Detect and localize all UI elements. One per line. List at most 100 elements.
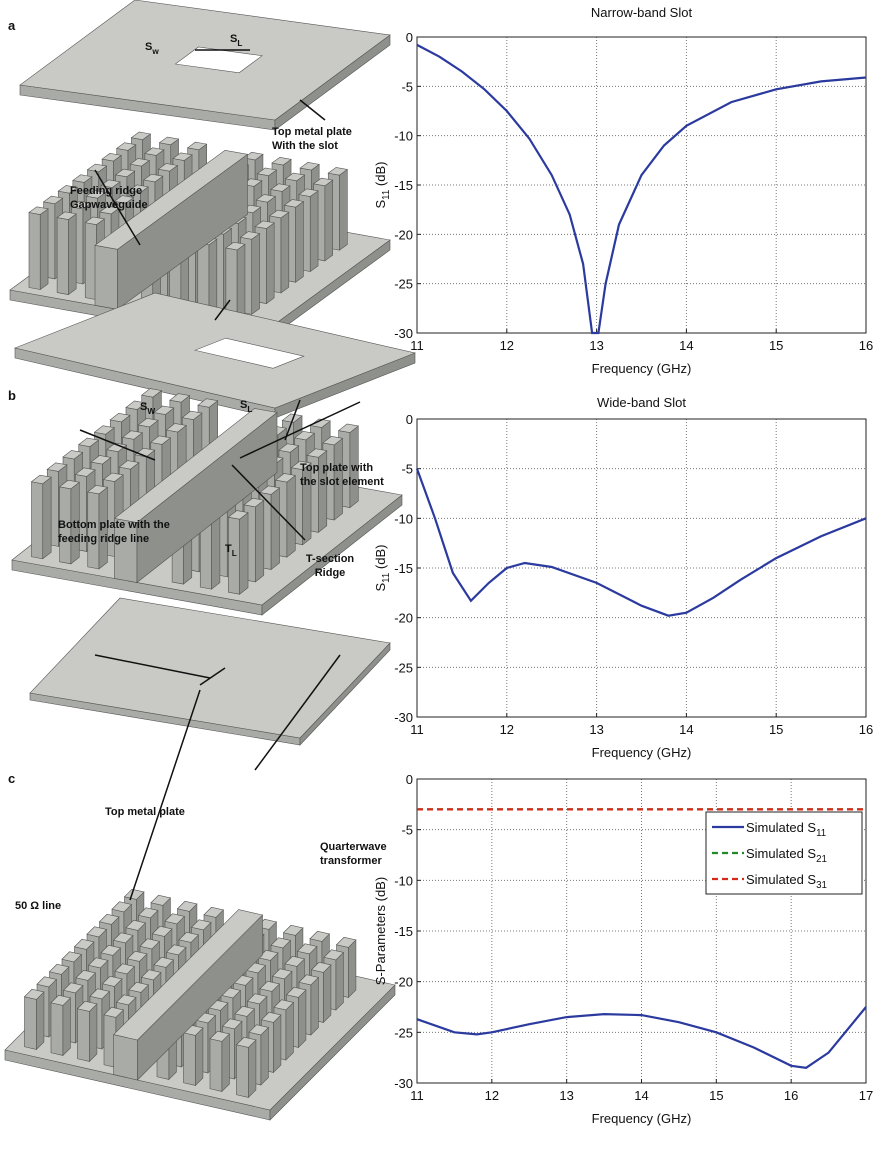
pin [225, 241, 246, 251]
pin [87, 484, 109, 495]
annotation: Top metal plate [272, 126, 352, 138]
x-tick-label: 13 [589, 722, 603, 737]
annotation: Feeding ridge [70, 185, 142, 197]
pin [125, 400, 147, 410]
pin [112, 932, 134, 944]
panel-label: b [8, 388, 16, 403]
pin [31, 481, 44, 560]
pin [165, 423, 187, 433]
pin [103, 1006, 125, 1018]
pin [46, 462, 68, 472]
pin [84, 216, 106, 225]
pin [114, 963, 136, 975]
y-tick-label: 0 [406, 772, 413, 787]
series-line [416, 1006, 867, 1069]
pin [294, 430, 316, 441]
pin [126, 950, 148, 962]
pin [101, 975, 123, 987]
pin [176, 900, 198, 912]
pin [150, 894, 172, 906]
subscript: L [232, 549, 237, 558]
text-part: T [225, 543, 232, 555]
pin [143, 173, 164, 183]
pin [273, 1014, 282, 1074]
x-tick-label: 15 [769, 722, 783, 737]
pin [109, 412, 131, 423]
x-axis-label: Frequency (GHz) [592, 745, 692, 760]
x-tick-label: 11 [410, 338, 424, 353]
x-tick-label: 13 [559, 1088, 573, 1103]
pin [57, 185, 79, 194]
subscript: 11 [381, 573, 392, 583]
pin [239, 511, 249, 595]
chart-title: Narrow-band Slot [591, 5, 693, 20]
pin [260, 1026, 269, 1086]
y-tick-label: -30 [394, 1076, 413, 1091]
y-tick-label: -30 [394, 326, 413, 341]
ridge [113, 909, 264, 1041]
pin [100, 944, 122, 956]
pin [203, 906, 225, 918]
pin [298, 989, 307, 1049]
legend-label: Simulated S11 [746, 820, 826, 839]
x-tick-label: 16 [859, 722, 873, 737]
y-tick-label: -10 [394, 511, 413, 526]
pin [324, 179, 333, 262]
pin [309, 190, 319, 273]
pin [309, 930, 331, 942]
text-part: S [373, 582, 388, 591]
ridge [113, 408, 278, 523]
ridge [113, 1034, 138, 1081]
pin [172, 152, 193, 161]
pin [153, 956, 175, 968]
y-tick-label: -15 [394, 561, 413, 576]
y-tick-label: -25 [394, 277, 413, 292]
pin [271, 156, 292, 166]
pin [221, 1033, 230, 1093]
text-part: S [373, 199, 388, 208]
pin [76, 1000, 98, 1012]
pin [106, 442, 128, 453]
pin [68, 213, 77, 296]
pin [61, 951, 83, 963]
pin [295, 200, 304, 283]
pin [164, 913, 186, 925]
pin [139, 938, 161, 950]
dimension-label: TL [225, 543, 237, 558]
y-tick-label: -15 [394, 178, 413, 193]
pin [181, 410, 203, 420]
pin [327, 167, 349, 176]
pin [36, 976, 58, 988]
y-axis-label: S-Parameters (dB) [373, 877, 388, 985]
pin [42, 476, 52, 560]
pin [125, 919, 147, 931]
pin [62, 982, 84, 994]
subscript: w [151, 47, 159, 56]
pin [165, 944, 187, 956]
pin [28, 212, 41, 290]
text-part: Simulated S [746, 846, 816, 861]
pin [348, 939, 357, 999]
plot-area [416, 418, 867, 718]
pin [93, 425, 115, 435]
pin [153, 405, 175, 415]
pin [56, 217, 69, 295]
plot-border [416, 778, 867, 1084]
pin [137, 907, 159, 919]
pin [130, 131, 152, 141]
pin [72, 174, 93, 183]
pin [259, 485, 281, 495]
pin [298, 188, 319, 197]
pin [337, 423, 359, 433]
x-axis-label: Frequency (GHz) [592, 1111, 692, 1126]
pin [100, 179, 121, 188]
annotation: Top plate with [300, 462, 373, 474]
pin [190, 919, 212, 931]
pin [281, 413, 303, 423]
pin [90, 455, 112, 465]
plot-border [416, 36, 867, 334]
pin [274, 473, 296, 483]
pin [257, 949, 279, 961]
subscript: W [147, 407, 155, 416]
